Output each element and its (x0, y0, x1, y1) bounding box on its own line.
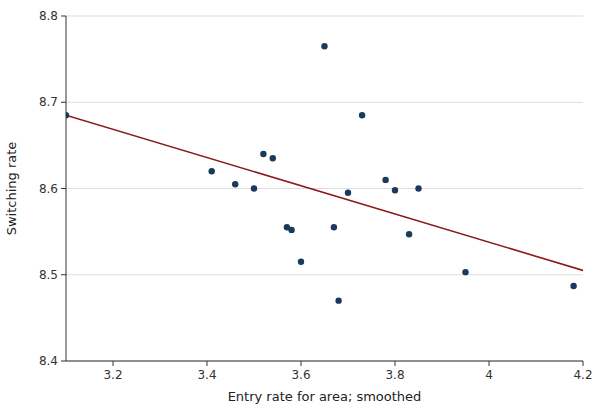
y-tick (61, 188, 66, 189)
scatter-point (406, 231, 412, 237)
scatter-point (260, 151, 266, 157)
x-tick-label: 3.4 (197, 368, 216, 382)
grid-line (66, 16, 583, 17)
scatter-point (66, 112, 69, 118)
scatter-point (288, 227, 294, 233)
x-tick-label: 4 (485, 368, 493, 382)
y-tick-label: 8.5 (39, 268, 58, 282)
x-tick (489, 361, 490, 366)
y-tick-label: 8.8 (39, 9, 58, 23)
scatter-point (359, 112, 365, 118)
grid-line (66, 361, 583, 362)
x-tick-label: 3.2 (103, 368, 122, 382)
y-axis-label: Switching rate (4, 142, 19, 236)
grid (66, 16, 583, 361)
scatter-point (270, 155, 276, 161)
y-tick (61, 102, 66, 103)
scatter-point (570, 283, 576, 289)
y-tick-label: 8.7 (39, 95, 58, 109)
scatter-point (321, 43, 327, 49)
axes: 3.2 3.4 3.6 3.8 4 4.2 8.4 8.5 8.6 8.7 8.8 (39, 9, 593, 382)
grid-line (66, 274, 583, 275)
scatter-point (382, 177, 388, 183)
scatter-point (209, 168, 215, 174)
x-tick (583, 361, 584, 366)
scatter-point (298, 259, 304, 265)
regression-line (66, 115, 583, 270)
y-tick (61, 274, 66, 275)
scatter-point (251, 185, 257, 191)
chart: 3.2 3.4 3.6 3.8 4 4.2 8.4 8.5 8.6 8.7 8.8 Entry rat… (0, 0, 601, 413)
x-tick-label: 4.2 (573, 368, 592, 382)
y-tick-label: 8.4 (39, 354, 58, 368)
x-tick-label: 3.6 (291, 368, 310, 382)
x-axis-line (66, 361, 583, 362)
data (66, 43, 583, 304)
scatter-point (345, 190, 351, 196)
scatter-point (415, 185, 421, 191)
x-tick (113, 361, 114, 366)
scatter-point (392, 187, 398, 193)
y-tick (61, 361, 66, 362)
x-axis-label: Entry rate for area; smoothed (228, 389, 422, 404)
scatter-point (335, 297, 341, 303)
x-tick (301, 361, 302, 366)
scatter-point (462, 269, 468, 275)
x-tick-label: 3.8 (385, 368, 404, 382)
y-tick-label: 8.6 (39, 182, 58, 196)
scatter-point (232, 181, 238, 187)
page: {"chart_data": { "type": "scatter", "xla… (0, 0, 601, 413)
grid-line (66, 188, 583, 189)
x-tick (207, 361, 208, 366)
x-tick (395, 361, 396, 366)
y-tick (61, 16, 66, 17)
grid-line (66, 102, 583, 103)
scatter-point (331, 224, 337, 230)
